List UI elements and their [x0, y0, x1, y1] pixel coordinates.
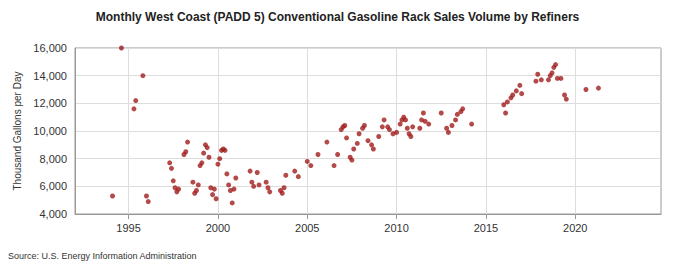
svg-text:Source: U.S. Energy Informatio: Source: U.S. Energy Information Administ…: [8, 251, 197, 261]
svg-text:2015: 2015: [474, 222, 498, 234]
svg-text:1995: 1995: [116, 222, 140, 234]
svg-text:12,000: 12,000: [33, 97, 67, 109]
svg-text:16,000: 16,000: [33, 42, 67, 54]
svg-text:4,000: 4,000: [39, 208, 67, 220]
svg-text:8,000: 8,000: [39, 153, 67, 165]
svg-text:2005: 2005: [295, 222, 319, 234]
svg-text:2010: 2010: [384, 222, 408, 234]
svg-text:2020: 2020: [563, 222, 587, 234]
svg-text:14,000: 14,000: [33, 70, 67, 82]
svg-text:10,000: 10,000: [33, 125, 67, 137]
svg-text:2000: 2000: [206, 222, 230, 234]
svg-text:Thousand Gallons per Day: Thousand Gallons per Day: [12, 72, 23, 191]
svg-text:Monthly West Coast (PADD 5) Co: Monthly West Coast (PADD 5) Conventional…: [96, 10, 580, 24]
svg-text:6,000: 6,000: [39, 180, 67, 192]
